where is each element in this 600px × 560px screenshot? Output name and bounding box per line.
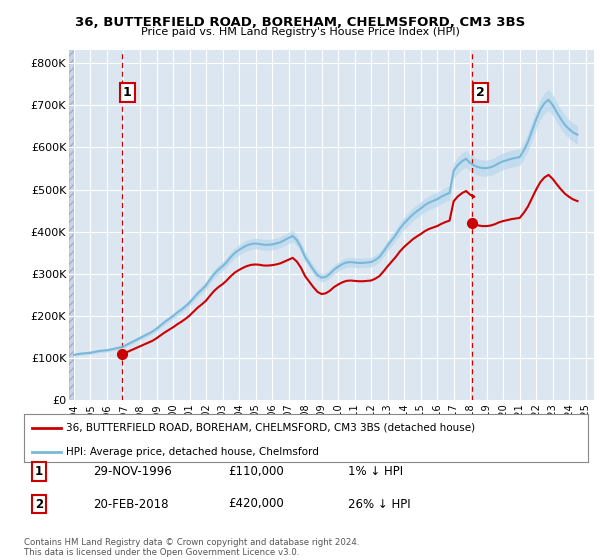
Text: 1: 1 (35, 465, 43, 478)
Text: 1: 1 (123, 86, 131, 99)
Text: 1% ↓ HPI: 1% ↓ HPI (348, 465, 403, 478)
Text: Price paid vs. HM Land Registry's House Price Index (HPI): Price paid vs. HM Land Registry's House … (140, 27, 460, 37)
Text: 36, BUTTERFIELD ROAD, BOREHAM, CHELMSFORD, CM3 3BS: 36, BUTTERFIELD ROAD, BOREHAM, CHELMSFOR… (75, 16, 525, 29)
Text: HPI: Average price, detached house, Chelmsford: HPI: Average price, detached house, Chel… (66, 446, 319, 456)
Text: 20-FEB-2018: 20-FEB-2018 (93, 497, 169, 511)
Text: 26% ↓ HPI: 26% ↓ HPI (348, 497, 410, 511)
Text: 29-NOV-1996: 29-NOV-1996 (93, 465, 172, 478)
Text: £420,000: £420,000 (228, 497, 284, 511)
Text: 36, BUTTERFIELD ROAD, BOREHAM, CHELMSFORD, CM3 3BS (detached house): 36, BUTTERFIELD ROAD, BOREHAM, CHELMSFOR… (66, 423, 475, 433)
Text: Contains HM Land Registry data © Crown copyright and database right 2024.
This d: Contains HM Land Registry data © Crown c… (24, 538, 359, 557)
Text: 2: 2 (476, 86, 485, 99)
Text: 2: 2 (35, 497, 43, 511)
Text: £110,000: £110,000 (228, 465, 284, 478)
